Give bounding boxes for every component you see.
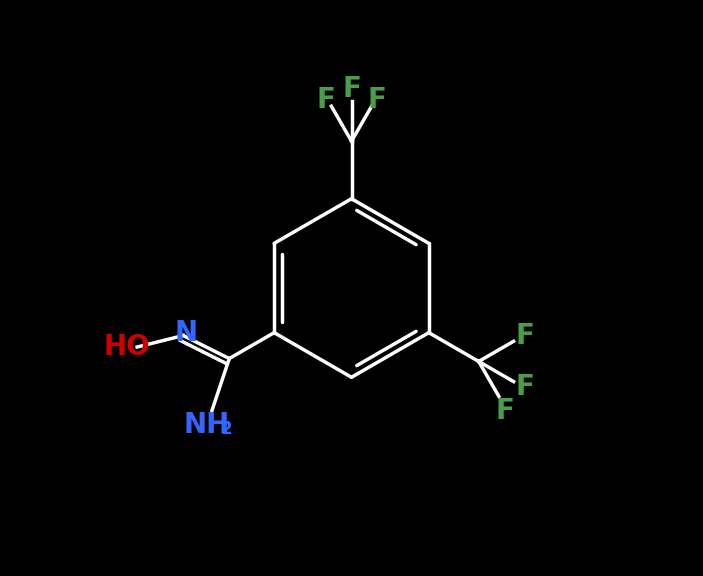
Text: NH: NH bbox=[183, 411, 229, 439]
Text: F: F bbox=[368, 86, 387, 115]
Text: F: F bbox=[516, 373, 534, 401]
Text: F: F bbox=[316, 86, 335, 115]
Text: F: F bbox=[495, 397, 514, 425]
Text: HO: HO bbox=[103, 333, 150, 361]
Text: N: N bbox=[174, 319, 198, 347]
Text: F: F bbox=[516, 321, 534, 350]
Text: 2: 2 bbox=[221, 420, 232, 438]
Text: F: F bbox=[342, 75, 361, 103]
